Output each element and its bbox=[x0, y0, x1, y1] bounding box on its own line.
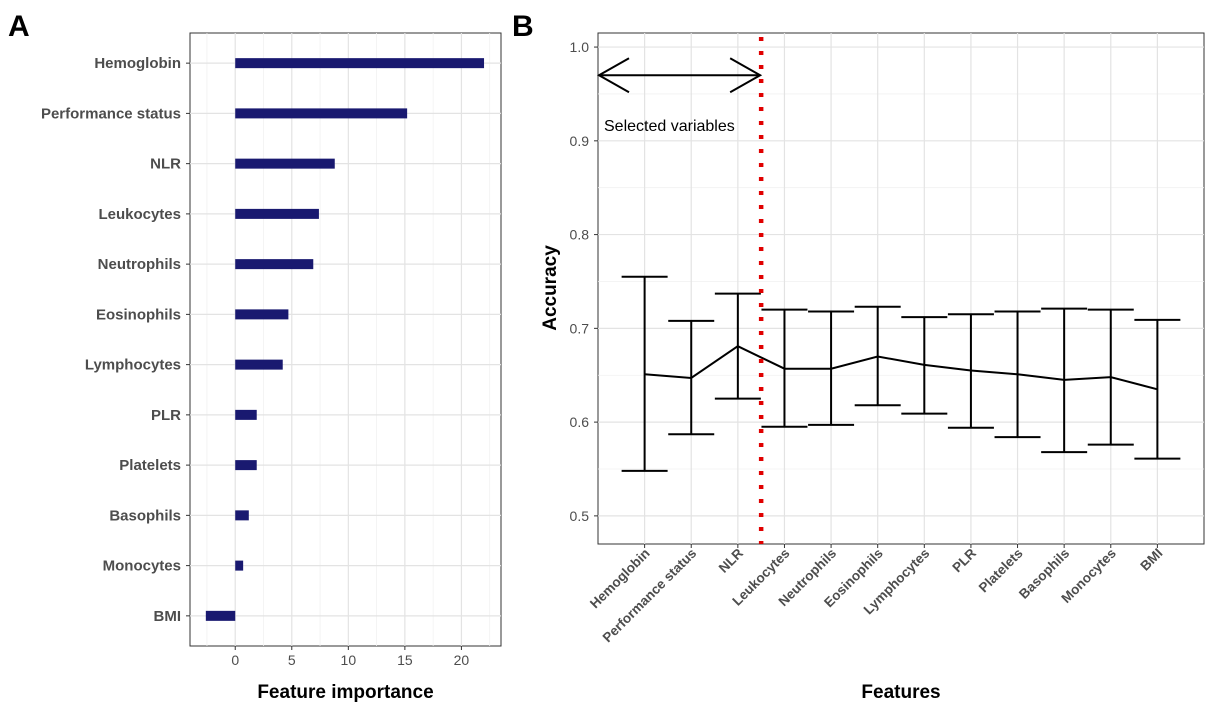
accuracy-line-b bbox=[644, 345, 1158, 391]
bar-bmi bbox=[205, 610, 236, 621]
bars-a bbox=[205, 58, 485, 621]
x-tick-label-15: 15 bbox=[397, 652, 413, 668]
x-tick-label-nlr: NLR bbox=[716, 545, 746, 575]
x-tick-labels-a: 0 5 10 15 20 bbox=[231, 646, 469, 668]
y-tick-label-0-6: 0.6 bbox=[570, 414, 590, 430]
bar-hemoglobin bbox=[235, 58, 485, 69]
y-tick-labels-b: 0.5 0.6 0.7 0.8 0.9 1.0 bbox=[570, 39, 598, 524]
selected-arrow bbox=[596, 57, 763, 94]
arrow-head-right bbox=[729, 57, 763, 94]
bar-plr bbox=[235, 409, 257, 420]
x-tick-label-bmi: BMI bbox=[1137, 546, 1165, 574]
y-tick-label-platelets: Platelets bbox=[119, 457, 181, 474]
bar-leukocytes bbox=[235, 208, 319, 219]
bar-platelets bbox=[235, 460, 257, 471]
x-tick-label-plr: PLR bbox=[949, 545, 979, 575]
bar-neutrophils bbox=[235, 259, 314, 270]
y-tick-label-hemoglobin: Hemoglobin bbox=[94, 55, 181, 72]
y-tick-label-plr: PLR bbox=[151, 407, 181, 424]
y-tick-label-0-5: 0.5 bbox=[570, 508, 590, 524]
y-tick-label-1-0: 1.0 bbox=[570, 39, 590, 55]
y-tick-label-0-9: 0.9 bbox=[570, 133, 590, 149]
x-axis-title-a: Feature importance bbox=[257, 682, 433, 703]
x-tick-label-0: 0 bbox=[231, 652, 239, 668]
x-tick-label-5: 5 bbox=[288, 652, 296, 668]
plot-panel-b-border bbox=[597, 32, 1205, 545]
selected-variables-label: Selected variables bbox=[604, 118, 735, 135]
y-tick-label-leukocytes: Leukocytes bbox=[98, 206, 181, 223]
y-axis-title-b: Accuracy bbox=[540, 245, 561, 331]
bar-eosinophils bbox=[235, 309, 289, 320]
y-tick-label-neutrophils: Neutrophils bbox=[98, 256, 181, 273]
y-tick-label-0-7: 0.7 bbox=[570, 320, 590, 336]
grid-b bbox=[598, 33, 1204, 544]
bar-performance-status bbox=[235, 108, 408, 119]
y-tick-label-eosinophils: Eosinophils bbox=[96, 306, 181, 323]
error-bars-b bbox=[621, 275, 1181, 472]
grid-a bbox=[190, 33, 501, 646]
x-tick-label-10: 10 bbox=[341, 652, 357, 668]
accuracy-line bbox=[644, 345, 1158, 391]
bar-nlr bbox=[235, 158, 335, 169]
importance-chart: Hemoglobin Performance status NLR Leukocyte… bbox=[41, 32, 502, 703]
panel-letter-a: A bbox=[8, 10, 30, 43]
bar-monocytes bbox=[235, 560, 244, 571]
x-tick-label-20: 20 bbox=[454, 652, 470, 668]
plot-panel-a-border bbox=[189, 32, 502, 647]
panel-letter-b: B bbox=[512, 10, 534, 43]
y-tick-label-lymphocytes: Lymphocytes bbox=[85, 357, 181, 374]
y-tick-labels-a: Hemoglobin Performance status NLR Leukocyte… bbox=[41, 55, 190, 625]
x-tick-label-performance-status: Performance status bbox=[600, 546, 700, 646]
x-axis-title-b: Features bbox=[861, 682, 940, 703]
y-tick-label-nlr: NLR bbox=[150, 156, 181, 173]
bar-lymphocytes bbox=[235, 359, 283, 370]
arrow-head-left bbox=[596, 57, 630, 94]
y-tick-label-performance-status: Performance status bbox=[41, 105, 181, 122]
y-tick-label-basophils: Basophils bbox=[109, 507, 181, 524]
y-tick-label-monocytes: Monocytes bbox=[103, 558, 181, 575]
accuracy-chart: 0.50.60.70.80.91.0 HemoglobinPerformance… bbox=[540, 32, 1205, 703]
y-tick-label-bmi: BMI bbox=[154, 608, 182, 625]
bar-basophils bbox=[235, 510, 249, 521]
y-tick-label-0-8: 0.8 bbox=[570, 227, 590, 243]
